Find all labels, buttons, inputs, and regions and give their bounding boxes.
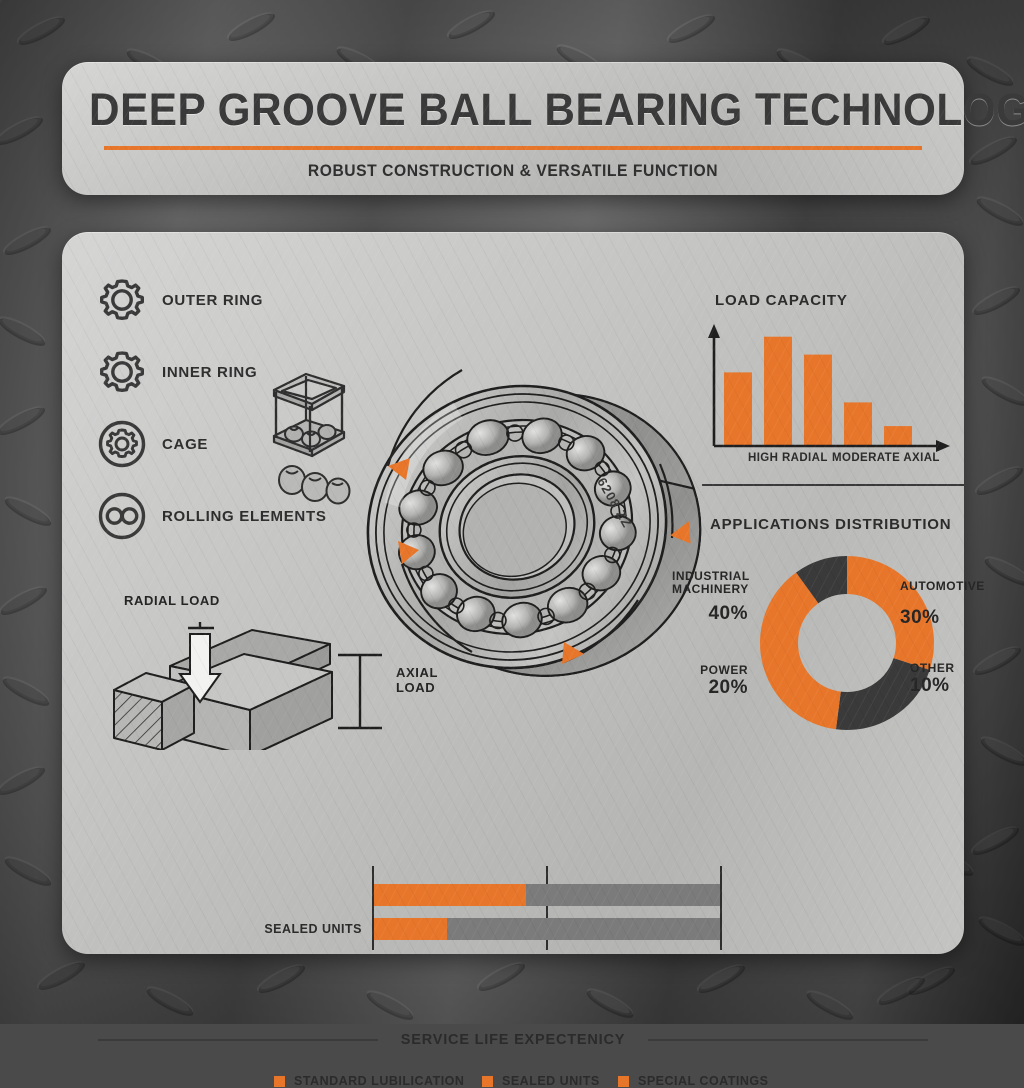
service-life-tick-end (720, 866, 722, 950)
donut-label-power: POWER 20% (690, 663, 748, 699)
donut-segment-other (760, 556, 934, 730)
bar-tick-label-moderate-axial: MODERATE AXIAL (832, 452, 940, 464)
bar-series (724, 336, 912, 446)
applications-title: APPLICATIONS DISTRIBUTION (710, 516, 952, 533)
page-title: DEEP GROOVE BALL BEARING TECHNOLOGY (89, 84, 1024, 135)
axial-load-label-line1: AXIAL (396, 665, 438, 680)
radial-load-label: RADIAL LOAD (124, 593, 220, 608)
donut-label-other-line1: OTHER (910, 661, 955, 675)
donut-label-other: OTHER 10% (910, 661, 955, 697)
service-life-tick-mid (546, 866, 548, 950)
service-life-category-label: SEALED UNITS (264, 922, 362, 936)
legend-item-label: INNER RING (162, 363, 258, 381)
donut-label-power-line1: POWER (700, 663, 748, 677)
service-life-legend-sealed[interactable]: SEALED UNITS (482, 1074, 600, 1088)
legend-swatch (482, 1075, 493, 1087)
service-life-legend-standard[interactable]: STANDARD LUBILICATION (274, 1074, 464, 1088)
title-underline (104, 146, 922, 150)
legend-swatch (274, 1075, 285, 1087)
axial-load-label-line2: LOAD (396, 679, 436, 695)
x-axis-arrowhead (936, 440, 950, 452)
two-balls-in-circle-icon (98, 492, 146, 540)
section-divider (702, 484, 964, 486)
donut-label-automotive: AUTOMOTIVE 30% (900, 579, 985, 629)
donut-label-industrial: INDUSTRIAL MACHINERY 40% (672, 569, 750, 624)
header-panel: DEEP GROOVE BALL BEARING TECHNOLOGY ROBU… (62, 62, 1024, 195)
legend-item-outer-ring[interactable]: OUTER RING (96, 274, 263, 326)
bar-tick-label-high-radial: HIGH RADIAL (748, 452, 828, 464)
service-life-track-2 (374, 918, 720, 940)
donut-value-industrial: 40% (708, 602, 748, 624)
donut-value-automotive: 30% (900, 607, 940, 629)
donut-label-industrial-line2: MACHINERY (672, 582, 749, 597)
gear-icon (100, 351, 144, 392)
donut-segment-power (760, 556, 934, 730)
load-direction-diagram (113, 622, 382, 750)
legend-item-cage[interactable]: CAGE (96, 418, 208, 470)
radial-load-arrow (178, 622, 222, 704)
gear-icon (100, 279, 144, 320)
legend-label: STANDARD LUBILICATION (294, 1074, 465, 1088)
legend-label: SPECIAL COATINGS (638, 1074, 769, 1088)
donut-label-industrial-line1: INDUSTRIAL (672, 569, 750, 583)
service-life-tick-start (372, 866, 374, 950)
legend-swatch (618, 1075, 629, 1087)
axial-load-bracket (338, 653, 382, 730)
donut-value-other: 10% (910, 675, 950, 697)
load-capacity-title: LOAD CAPACITY (715, 292, 848, 309)
cage-illustration (272, 372, 346, 458)
axial-load-label: AXIAL LOAD (396, 665, 438, 696)
legend-item-inner-ring[interactable]: INNER RING (96, 346, 257, 398)
service-life-rule-right (648, 1039, 928, 1041)
legend-item-label: CAGE (162, 435, 209, 453)
rolling-elements-illustration (278, 465, 351, 505)
donut-value-power: 20% (708, 677, 748, 699)
applications-donut-chart (760, 556, 934, 730)
legend-label: SEALED UNITS (502, 1074, 600, 1088)
service-life-legend-coatings[interactable]: SPECIAL COATINGS (618, 1074, 768, 1088)
y-axis-arrowhead (708, 324, 720, 338)
donut-label-automotive-line1: AUTOMOTIVE (900, 579, 985, 593)
legend-item-label: OUTER RING (162, 291, 264, 309)
load-capacity-chart (708, 324, 950, 452)
legend-item-label: ROLLING ELEMENTS (162, 507, 327, 525)
rotation-arrow (388, 458, 691, 664)
donut-segment-industrial (760, 556, 934, 730)
page-subtitle: ROBUST CONSTRUCTION & VERSATILE FUNCTION (307, 161, 719, 180)
service-life-fill-2 (374, 918, 447, 940)
chart-axes (712, 334, 940, 448)
gear-in-circle-icon (98, 420, 146, 468)
main-panel: OUTER RING INNER RING CAGE ROLLING ELEME… (62, 232, 984, 1088)
legend-item-rolling-elements[interactable]: ROLLING ELEMENTS (96, 490, 327, 542)
ball-bearing-illustration: 6208 ZZ (366, 369, 702, 677)
service-life-fill-1 (374, 884, 526, 906)
service-life-track-1 (374, 884, 720, 906)
